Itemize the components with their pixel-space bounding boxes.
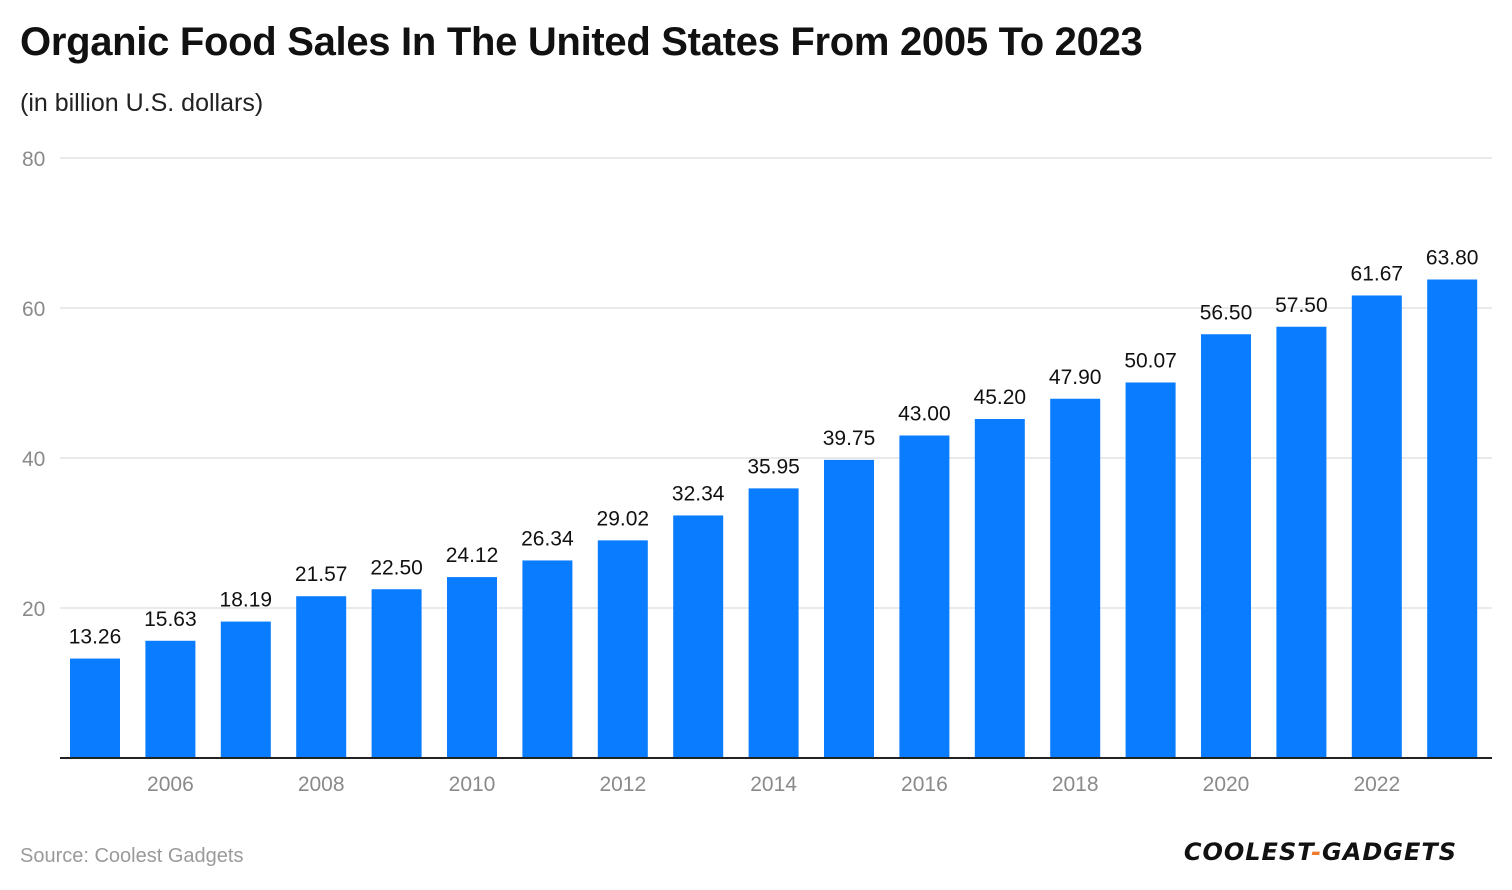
bar-value-label: 26.34 <box>521 527 574 550</box>
bar <box>145 640 196 758</box>
x-tick-label: 2006 <box>147 773 194 796</box>
bar <box>974 419 1025 758</box>
bar-value-label: 32.34 <box>672 482 725 505</box>
bar <box>1125 382 1176 758</box>
x-tick-label: 2016 <box>901 773 948 796</box>
bar <box>748 488 799 758</box>
bar <box>1050 398 1101 758</box>
y-tick-label: 80 <box>22 148 45 171</box>
bar <box>899 435 950 758</box>
bar-value-label: 22.50 <box>370 556 423 579</box>
coolest-gadgets-logo: COOLEST-GADGETS <box>1183 838 1457 866</box>
y-tick-label: 20 <box>22 598 45 621</box>
chart-title: Organic Food Sales In The United States … <box>20 20 1143 64</box>
bar <box>70 658 120 758</box>
x-tick-label: 2020 <box>1203 773 1250 796</box>
bar <box>371 589 422 758</box>
bar-value-label: 18.19 <box>220 589 273 612</box>
bar-value-label: 63.80 <box>1426 247 1479 270</box>
x-tick-label: 2022 <box>1353 773 1400 796</box>
bar-value-label: 15.63 <box>144 608 197 631</box>
bar <box>1351 295 1402 758</box>
chart-subtitle: (in billion U.S. dollars) <box>20 89 264 117</box>
y-tick-label: 60 <box>22 298 45 321</box>
bar-value-label: 39.75 <box>823 427 876 450</box>
bar <box>296 596 347 758</box>
bar-value-label: 57.50 <box>1275 294 1328 317</box>
bar <box>522 560 573 758</box>
bar <box>824 459 874 758</box>
bar-value-label: 50.07 <box>1124 349 1177 372</box>
x-tick-label: 2010 <box>449 773 496 796</box>
bar-value-label: 21.57 <box>295 563 348 586</box>
bar-chart: 20 40 60 80 13.26 15.63 18.19 21.57 22.50 24.12 26… <box>22 148 1492 796</box>
x-tick-label: 2014 <box>750 773 797 796</box>
bar-value-label: 56.50 <box>1200 301 1253 324</box>
bar-value-label: 13.26 <box>69 626 122 649</box>
x-tick-label: 2012 <box>599 773 646 796</box>
source-note: Source: Coolest Gadgets <box>20 845 244 867</box>
x-tick-label: 2018 <box>1052 773 1099 796</box>
bar-value-label: 24.12 <box>446 544 499 567</box>
bar <box>673 515 724 758</box>
bar-value-label: 29.02 <box>597 507 650 530</box>
y-tick-label: 40 <box>22 448 45 471</box>
bar <box>1276 326 1327 758</box>
bar <box>1201 334 1251 758</box>
bar-value-label: 43.00 <box>898 403 951 426</box>
bar <box>1427 279 1478 758</box>
bar-value-label: 45.20 <box>974 386 1027 409</box>
bar <box>447 577 497 758</box>
bar <box>220 621 271 758</box>
bar-value-label: 47.90 <box>1049 366 1102 389</box>
bar-value-label: 35.95 <box>747 455 800 478</box>
x-tick-label: 2008 <box>298 773 345 796</box>
bar <box>597 540 648 758</box>
bar-value-label: 61.67 <box>1351 262 1404 285</box>
